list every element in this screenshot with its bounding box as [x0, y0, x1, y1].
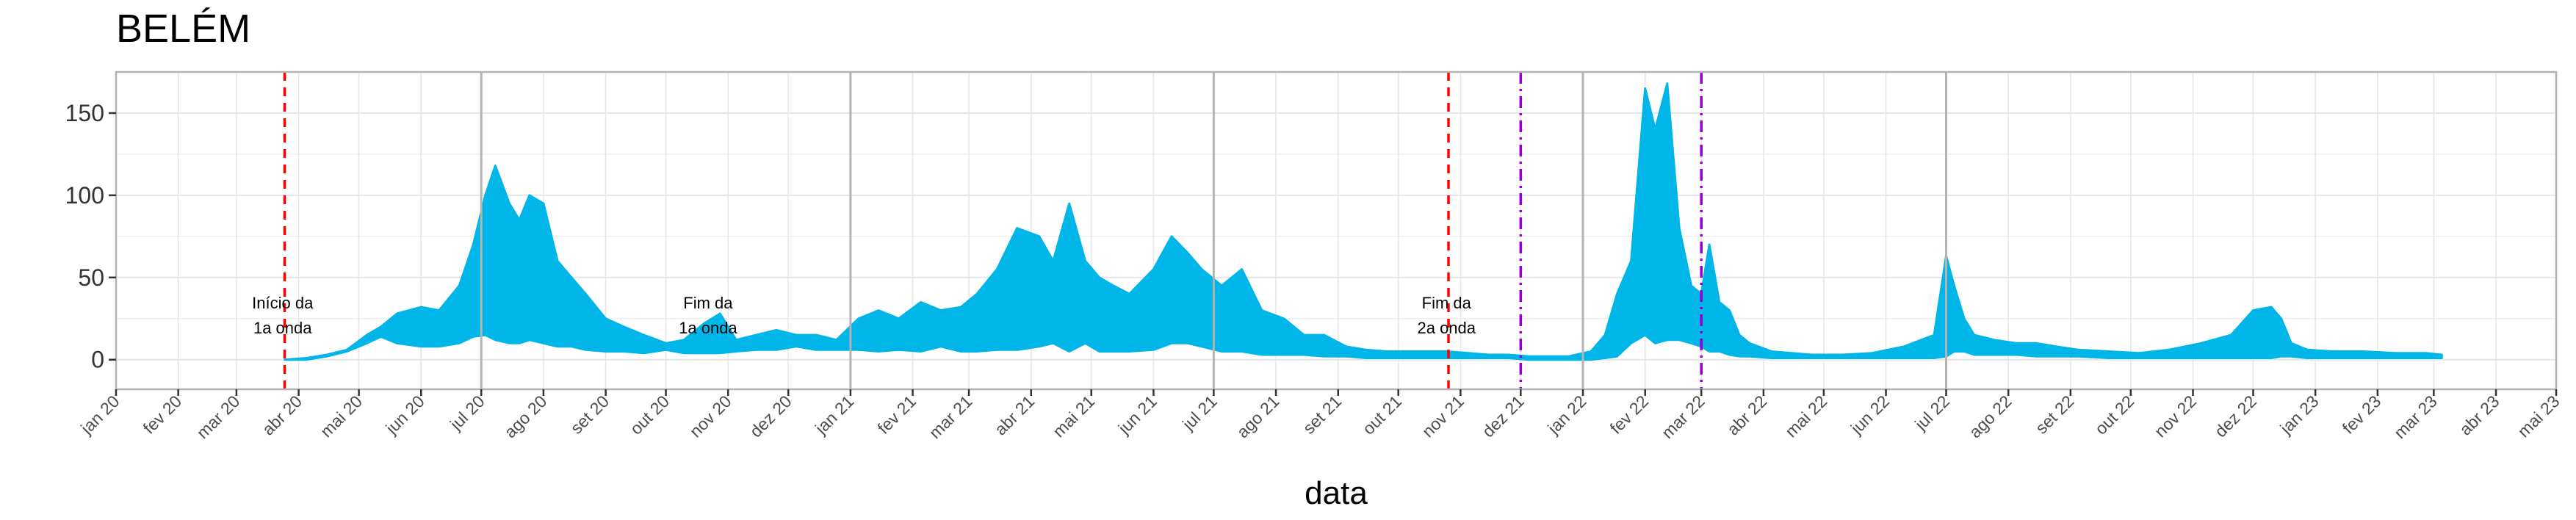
x-tick-label: mar 21 — [926, 391, 976, 442]
x-tick-label: mar 20 — [192, 391, 243, 442]
plot-border — [115, 71, 2558, 391]
x-tick-label: abr 20 — [259, 391, 306, 439]
x-tick-label: nov 21 — [1418, 391, 1468, 441]
x-tick-label: jul 22 — [1911, 391, 1953, 434]
x-tick-label: ago 22 — [1966, 391, 2016, 441]
annotation-label: Fim da — [683, 294, 733, 312]
x-tick-label: jun 22 — [1847, 391, 1893, 438]
x-tick-label: set 22 — [2032, 391, 2078, 438]
reference-lines — [283, 72, 1703, 389]
x-tick-label: mai 21 — [1049, 391, 1098, 441]
x-tick-label: jul 20 — [446, 391, 488, 434]
x-tick-label: abr 23 — [2456, 391, 2503, 439]
x-tick-label: jan 23 — [2276, 391, 2322, 438]
chart-title: BELÉM — [116, 7, 251, 51]
x-tick-label: mai 20 — [317, 391, 366, 441]
y-tick-label: 50 — [78, 264, 104, 291]
series-area — [284, 82, 2443, 361]
year-lines — [480, 72, 1947, 389]
annotation-label: 2a onda — [1417, 319, 1476, 337]
x-tick-label: ago 20 — [500, 391, 550, 441]
x-tick-label: dez 20 — [746, 391, 795, 441]
annotation-label: Início da — [252, 294, 314, 312]
annotation-label: 1a onda — [679, 319, 737, 337]
x-tick-label: mai 23 — [2514, 391, 2563, 441]
x-tick-label: mar 23 — [2390, 391, 2441, 442]
x-tick-label: abr 22 — [1723, 391, 1771, 439]
x-tick-label: jan 22 — [1543, 391, 1590, 438]
x-tick-label: fev 20 — [140, 391, 186, 438]
x-axis-label: data — [1305, 475, 1368, 511]
annotation-label: Fim da — [1422, 294, 1472, 312]
y-tick-label: 0 — [91, 347, 104, 373]
x-tick-label: ago 21 — [1233, 391, 1282, 441]
annotation-label: 1a onda — [253, 319, 312, 337]
annotations: Início da 1a onda Fim da 1a onda Fim da 2a on… — [252, 294, 1476, 337]
x-tick-label: jun 20 — [381, 391, 427, 438]
x-tick-label: mar 22 — [1658, 391, 1709, 442]
y-tick-label: 100 — [65, 182, 104, 209]
x-tick-label: fev 21 — [873, 391, 920, 438]
x-tick-label: out 20 — [626, 391, 673, 438]
x-tick-label: set 20 — [566, 391, 613, 438]
x-tick-label: fev 23 — [2339, 391, 2385, 438]
x-tick-label: out 22 — [2091, 391, 2138, 438]
x-tick-label: abr 21 — [991, 391, 1039, 439]
x-tick-label: jan 21 — [811, 391, 857, 438]
x-tick-label: nov 20 — [686, 391, 735, 441]
x-tick-label: nov 22 — [2151, 391, 2200, 441]
x-tick-label: dez 22 — [2211, 391, 2260, 441]
x-tick-label: jul 21 — [1178, 391, 1221, 434]
x-tick-label: jan 20 — [76, 391, 123, 438]
x-tick-label: jun 21 — [1114, 391, 1161, 438]
y-tick-label: 150 — [65, 100, 104, 126]
series-band — [284, 82, 2443, 361]
x-tick-label: mai 22 — [1781, 391, 1830, 441]
x-tick-label: dez 21 — [1479, 391, 1528, 441]
x-tick-label: out 21 — [1359, 391, 1406, 438]
y-axis: 0 50 100 150 — [65, 100, 116, 373]
x-axis: jan 20 fev 20 mar 20 abr 20 mai 20 jun 20 jul … — [76, 389, 2564, 442]
x-tick-label: fev 22 — [1606, 391, 1653, 438]
x-tick-label: set 21 — [1299, 391, 1346, 438]
